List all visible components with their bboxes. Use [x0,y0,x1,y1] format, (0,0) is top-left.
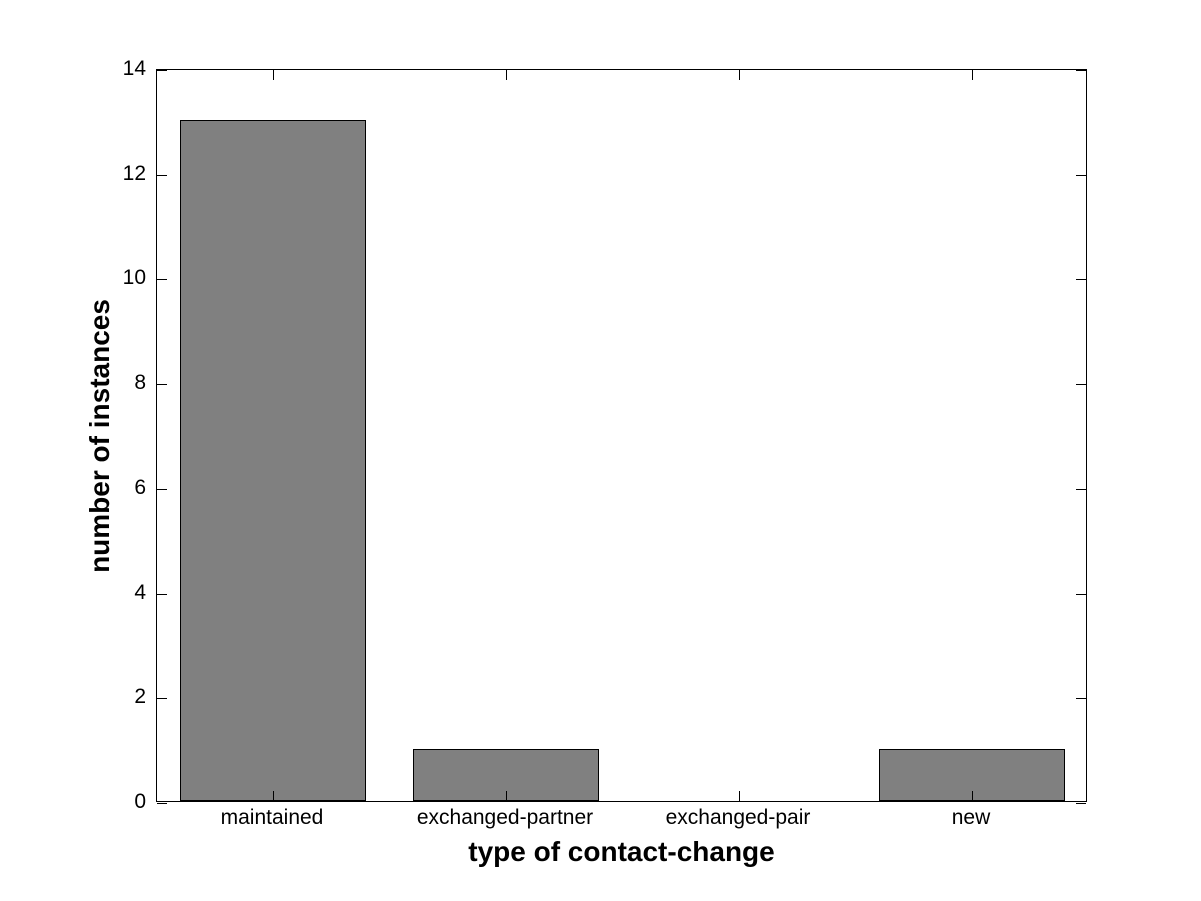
x-tick-mark [273,791,274,801]
y-tick-mark [1076,384,1086,385]
y-tick-mark [1076,698,1086,699]
y-tick-mark [1076,594,1086,595]
y-tick-mark [157,384,167,385]
y-tick-label: 2 [134,685,146,708]
y-tick-mark [157,489,167,490]
y-tick-label: 0 [134,790,146,813]
y-tick-label: 14 [122,57,146,80]
x-category-label: exchanged-partner [416,806,594,829]
y-tick-mark [157,70,167,71]
x-tick-mark [972,791,973,801]
x-tick-mark [739,791,740,801]
y-tick-mark [157,594,167,595]
y-tick-mark [1076,489,1086,490]
y-tick-label: 8 [134,371,146,394]
x-tick-mark [506,791,507,801]
x-tick-mark [739,70,740,80]
y-tick-mark [1076,70,1086,71]
y-tick-mark [157,803,167,804]
y-axis-label: number of instances [84,299,115,573]
y-tick-label: 6 [134,476,146,499]
x-tick-mark [972,70,973,80]
x-tick-mark [273,70,274,80]
y-tick-label: 12 [122,162,146,185]
bar-maintained [180,120,366,801]
plot-area [156,69,1087,804]
x-axis-label: type of contact-change [468,836,775,867]
y-tick-mark [1076,803,1086,804]
x-category-label: maintained [220,806,324,829]
y-tick-mark [157,175,167,176]
x-tick-mark [506,70,507,80]
x-category-label: new [951,806,991,829]
x-category-label: exchanged-pair [665,806,811,829]
y-tick-mark [157,698,167,699]
y-tick-label: 10 [122,266,146,289]
y-tick-mark [1076,175,1086,176]
y-tick-label: 4 [134,581,146,604]
y-tick-mark [157,279,167,280]
y-tick-mark [1076,279,1086,280]
